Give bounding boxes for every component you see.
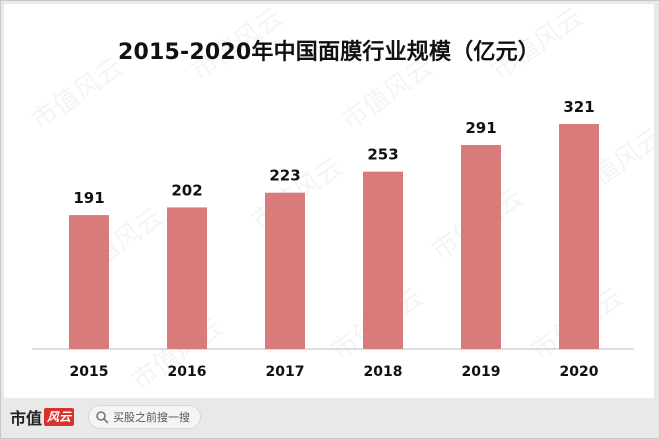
chart-card: 市值风云市值风云市值风云市值风云市值风云市值风云市值风云市值风云市值风云市值风云… [4, 4, 654, 398]
bar-chart: 191 2015 202 2016 223 2017 253 2018 291 2019 321 20… [32, 98, 634, 380]
x-tick-label-2016: 2016 [168, 364, 207, 380]
bar-2019 [461, 145, 501, 349]
brand-name: 市值 [10, 409, 43, 428]
search-placeholder: 买股之前搜一搜 [113, 411, 191, 424]
x-tick-label-2018: 2018 [364, 364, 403, 380]
bar-2018 [363, 171, 403, 349]
chart-title: 2015-2020年中国面膜行业规模（亿元） [118, 40, 540, 65]
data-label-2020: 321 [563, 98, 594, 116]
data-label-2015: 191 [73, 189, 104, 207]
x-tick-label-2015: 2015 [70, 364, 109, 380]
data-label-2017: 223 [269, 167, 300, 185]
data-label-2019: 291 [465, 119, 496, 137]
brand-seal: 风云 [44, 408, 75, 426]
bar-2017 [265, 192, 305, 349]
x-tick-label-2019: 2019 [462, 364, 501, 380]
x-tick-label-2020: 2020 [560, 364, 599, 380]
data-label-2018: 253 [367, 146, 398, 164]
bar-2016 [167, 207, 207, 349]
x-tick-label-2017: 2017 [266, 364, 305, 380]
bar-2015 [69, 215, 109, 349]
search-box[interactable]: 买股之前搜一搜 [88, 405, 202, 429]
brand-logo: 市值 风云 [10, 405, 75, 429]
footer-bar: 市值 风云 买股之前搜一搜 [4, 400, 654, 434]
bar-2020 [559, 124, 599, 349]
search-icon [96, 411, 109, 424]
data-label-2016: 202 [171, 181, 202, 199]
